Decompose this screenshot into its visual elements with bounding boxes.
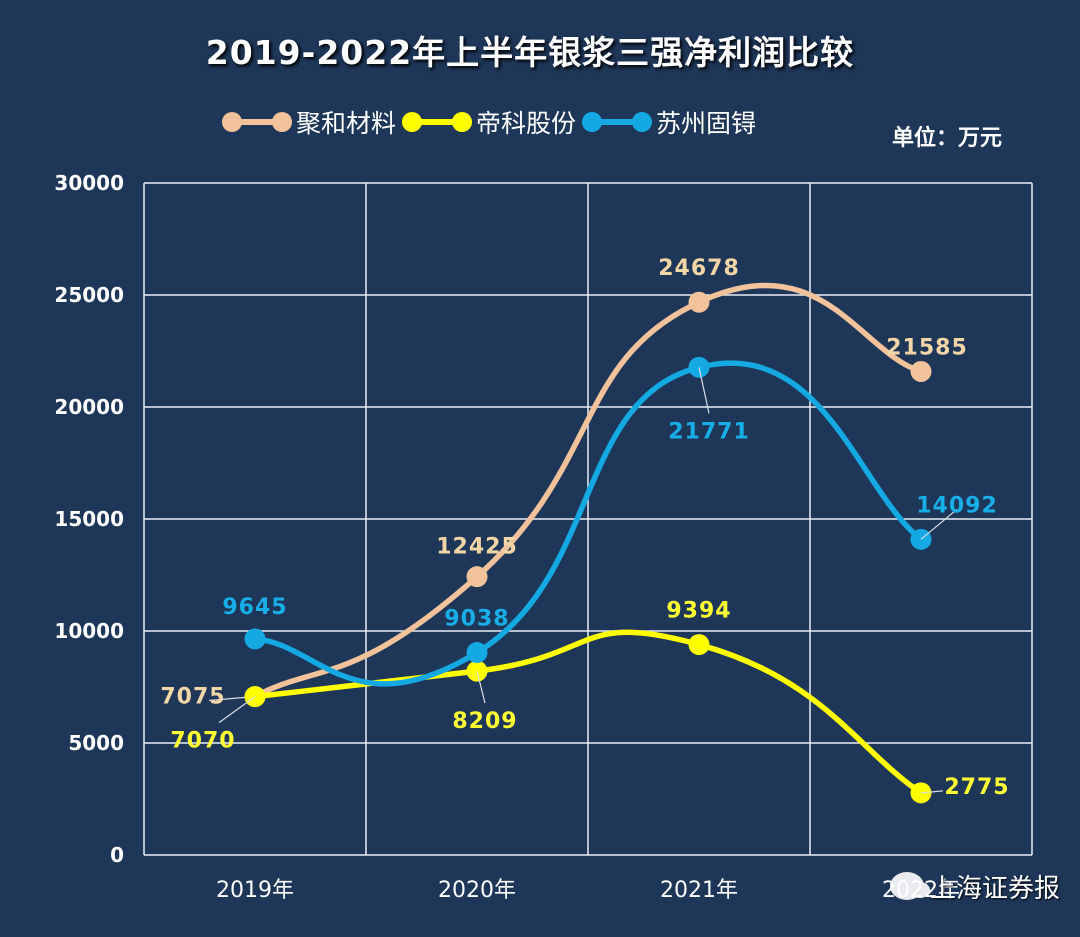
x-tick-label: 2020年 [438, 878, 516, 903]
watermark-text: 上海证券报 [930, 873, 1061, 904]
legend-swatch-suzhou [582, 112, 653, 132]
data-point [688, 634, 710, 656]
y-tick-label: 5000 [68, 731, 124, 755]
y-tick-label: 15000 [54, 507, 124, 531]
series-line [252, 282, 924, 700]
y-tick-label: 20000 [54, 395, 124, 419]
data-label: 9394 [666, 599, 731, 624]
y-tick-label: 10000 [54, 619, 124, 643]
data-point [466, 566, 488, 588]
leader-line [476, 670, 486, 704]
series-line [252, 360, 924, 687]
data-label: 21771 [668, 419, 750, 444]
legend-swatch-juhe [222, 112, 292, 132]
data-label: 8209 [452, 709, 517, 734]
legend-item-dike: 帝科股份 [402, 104, 576, 140]
data-label: 7070 [170, 729, 235, 754]
data-label: 24678 [658, 256, 740, 281]
data-point [910, 360, 932, 382]
data-label: 7075 [160, 685, 225, 710]
data-label: 21585 [886, 335, 968, 360]
leader-line [218, 696, 256, 724]
y-tick-label: 25000 [54, 283, 124, 307]
data-point [688, 291, 710, 313]
data-point [466, 642, 488, 664]
data-label: 2775 [944, 775, 1009, 800]
data-label: 9645 [222, 595, 287, 620]
data-point [244, 628, 266, 650]
wechat-icon [890, 872, 930, 900]
leader-line [920, 508, 958, 540]
watermark: 上海证券报 [890, 868, 1060, 904]
x-tick-label: 2021年 [660, 878, 738, 903]
unit-label: 单位：万元 [891, 126, 1002, 151]
leader-line [920, 790, 944, 794]
y-tick-label: 30000 [54, 171, 124, 195]
legend-item-juhe: 聚和材料 [222, 104, 396, 140]
leader-line [698, 367, 710, 414]
data-label: 9038 [444, 607, 509, 632]
x-tick-label: 2019年 [216, 878, 294, 903]
series-line [252, 629, 924, 796]
data-label: 12425 [436, 535, 518, 560]
legend-item-suzhou: 苏州固锝 [582, 104, 756, 140]
data-label: 14092 [916, 493, 998, 518]
legend-label-dike: 帝科股份 [476, 109, 577, 138]
y-tick-label: 0 [110, 843, 124, 867]
legend-label-suzhou: 苏州固锝 [656, 109, 757, 138]
legend-label-juhe: 聚和材料 [296, 109, 397, 138]
chart-legend: 聚和材料 帝科股份 苏州固锝 [222, 106, 762, 138]
legend-swatch-dike [402, 112, 473, 132]
chart-title: 2019-2022年上半年银浆三强净利润比较 [205, 33, 855, 72]
